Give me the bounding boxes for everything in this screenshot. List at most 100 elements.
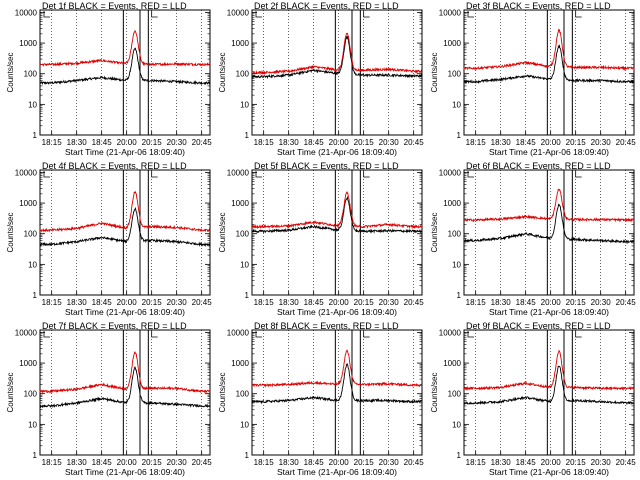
corner-mark: [255, 331, 262, 338]
x-axis-label: Start Time (21-Apr-06 18:09:40): [277, 467, 397, 477]
x-tick-label: 20:15: [142, 138, 163, 147]
lld-series-line: [463, 28, 635, 72]
x-tick-label: 18:45: [304, 298, 325, 307]
x-tick-label: 20:30: [591, 298, 612, 307]
chart-title: Det 5f BLACK = Events, RED = LLD: [254, 161, 399, 171]
chart-panel-3: Det 3f BLACK = Events, RED = LLD 18:15 18:…: [430, 1, 636, 157]
x-tick-label: 18:30: [491, 298, 512, 307]
y-tick-label: 1: [457, 131, 462, 140]
lld-series-line: [251, 349, 423, 388]
y-axis-label: Counts/sec: [218, 212, 227, 252]
x-tick-label: 18:45: [92, 298, 113, 307]
y-tick-label: 10000: [439, 328, 462, 337]
x-axis-label: Start Time (21-Apr-06 18:09:40): [277, 307, 397, 317]
chart-panel-8: Det 8f BLACK = Events, RED = LLD 18:15 18:…: [218, 321, 424, 477]
y-tick-label: 1000: [231, 39, 249, 48]
corner-mark: [467, 331, 474, 338]
lld-series-line: [39, 351, 211, 394]
x-tick-label: 20:00: [541, 298, 562, 307]
x-tick-label: 18:45: [304, 138, 325, 147]
x-tick-label: 18:30: [491, 458, 512, 467]
x-tick-label: 18:30: [279, 298, 300, 307]
x-axis-label: Start Time (21-Apr-06 18:09:40): [489, 147, 609, 157]
x-tick-label: 20:15: [142, 458, 163, 467]
x-axis-label: Start Time (21-Apr-06 18:09:40): [489, 467, 609, 477]
y-tick-label: 1: [33, 131, 38, 140]
y-axis-label: Counts/sec: [6, 372, 15, 412]
x-tick-label: 20:30: [167, 458, 188, 467]
y-tick-label: 1: [457, 291, 462, 300]
y-tick-label: 100: [24, 230, 38, 239]
x-axis-label: Start Time (21-Apr-06 18:09:40): [65, 307, 185, 317]
x-tick-label: 18:30: [67, 458, 88, 467]
lld-series-line: [463, 349, 635, 392]
y-tick-label: 1000: [19, 39, 37, 48]
x-tick-label: 18:15: [466, 458, 487, 467]
lld-series-line: [463, 188, 635, 223]
x-tick-label: 20:15: [566, 298, 587, 307]
y-tick-label: 10: [28, 260, 37, 269]
x-tick-label: 20:00: [117, 458, 138, 467]
events-series-line: [39, 206, 211, 248]
y-tick-label: 10000: [15, 328, 38, 337]
y-tick-label: 10000: [439, 8, 462, 17]
y-axis-label: Counts/sec: [430, 212, 439, 252]
x-tick-label: 18:15: [42, 138, 63, 147]
y-tick-label: 10: [28, 100, 37, 109]
corner-mark: [255, 171, 262, 178]
corner-mark: [363, 11, 370, 18]
chart-title: Det 9f BLACK = Events, RED = LLD: [466, 321, 611, 331]
y-tick-label: 100: [236, 390, 250, 399]
chart-panel-2: Det 2f BLACK = Events, RED = LLD 18:15 18:…: [218, 1, 424, 157]
x-tick-label: 18:30: [279, 458, 300, 467]
chart-title: Det 4f BLACK = Events, RED = LLD: [42, 161, 187, 171]
x-tick-label: 20:45: [616, 458, 637, 467]
y-tick-label: 10000: [227, 168, 250, 177]
x-tick-label: 20:30: [591, 458, 612, 467]
y-tick-label: 100: [24, 390, 38, 399]
x-axis-label: Start Time (21-Apr-06 18:09:40): [65, 147, 185, 157]
x-tick-label: 20:45: [404, 298, 425, 307]
y-tick-label: 10000: [15, 8, 38, 17]
y-tick-label: 10000: [227, 328, 250, 337]
y-tick-label: 10: [452, 420, 461, 429]
y-axis-label: Counts/sec: [430, 52, 439, 92]
y-tick-label: 1: [245, 131, 250, 140]
x-tick-label: 20:00: [329, 458, 350, 467]
y-tick-label: 1: [245, 291, 250, 300]
x-tick-label: 18:30: [67, 298, 88, 307]
lld-series-line: [39, 190, 211, 233]
x-tick-label: 20:45: [404, 138, 425, 147]
x-tick-label: 20:45: [404, 458, 425, 467]
x-tick-label: 18:45: [516, 138, 537, 147]
corner-mark: [575, 11, 582, 18]
y-tick-label: 100: [448, 390, 462, 399]
x-tick-label: 18:45: [516, 458, 537, 467]
events-series-line: [251, 363, 423, 405]
plot-frame: [251, 169, 423, 296]
x-tick-label: 20:15: [354, 138, 375, 147]
chart-title: Det 6f BLACK = Events, RED = LLD: [466, 161, 611, 171]
x-tick-label: 20:30: [591, 138, 612, 147]
y-tick-label: 1000: [19, 199, 37, 208]
x-tick-label: 20:15: [354, 458, 375, 467]
lld-series-line: [251, 191, 423, 230]
corner-mark: [363, 331, 370, 338]
y-tick-label: 100: [236, 230, 250, 239]
y-tick-label: 10: [240, 260, 249, 269]
plot-frame: [463, 169, 635, 296]
y-tick-label: 1: [245, 451, 250, 460]
chart-panel-1: Det 1f BLACK = Events, RED = LLD 18:15 18:…: [6, 1, 212, 157]
corner-mark: [151, 11, 158, 18]
y-tick-label: 10000: [15, 168, 38, 177]
chart-panel-7: Det 7f BLACK = Events, RED = LLD 18:15 18:…: [6, 321, 212, 477]
y-tick-label: 1000: [443, 199, 461, 208]
x-tick-label: 18:45: [92, 138, 113, 147]
y-axis-label: Counts/sec: [6, 212, 15, 252]
x-tick-label: 20:30: [379, 298, 400, 307]
x-tick-label: 20:15: [566, 458, 587, 467]
x-tick-label: 20:00: [117, 138, 138, 147]
y-tick-label: 10: [452, 260, 461, 269]
y-tick-label: 1000: [231, 359, 249, 368]
